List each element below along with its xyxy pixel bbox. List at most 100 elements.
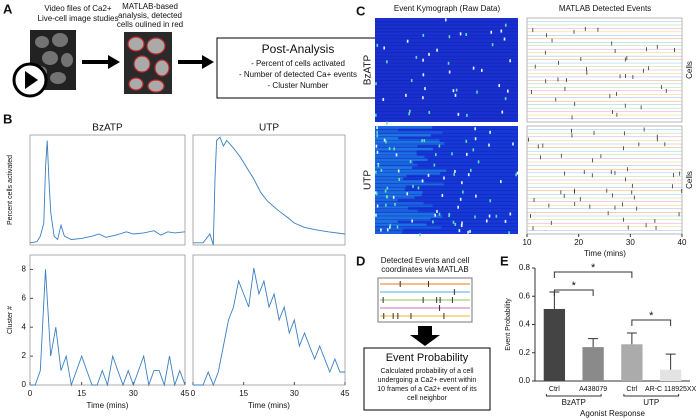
chart-title: BzATP [92, 123, 123, 134]
kymo-signal [375, 177, 404, 180]
event-probability-box [363, 347, 491, 411]
kymo-signal [375, 174, 407, 178]
kymo-event [507, 89, 509, 93]
kymo-event [383, 46, 385, 50]
kymo-signal [375, 158, 428, 162]
plot-frame [192, 134, 346, 246]
kymo-event [462, 190, 464, 194]
box-text: Calculated probability of a cell [381, 368, 474, 375]
kymo-signal [375, 136, 399, 140]
kymo-event [448, 35, 451, 39]
kymo-event [376, 150, 379, 154]
kymo-signal [375, 225, 442, 229]
kymo-event [436, 209, 438, 213]
kymo-event [485, 219, 488, 223]
kymo-event [474, 215, 476, 219]
kymo-signal [375, 144, 418, 148]
kymo-event [385, 140, 387, 144]
kymo-title: Event Kymograph (Raw Data) [394, 4, 501, 13]
error-bar [665, 353, 676, 370]
kymo-event [406, 39, 409, 43]
x-tick-label: AR-C 118925XX [645, 386, 697, 393]
row-label: BzATP [363, 54, 374, 85]
kymo-event [491, 43, 494, 47]
kymo-event [489, 199, 492, 203]
x-tick-label: Ctrl [626, 386, 637, 393]
kymo-event [500, 29, 503, 33]
kymo-event [376, 126, 378, 130]
caption: Live-cell image studies [38, 14, 119, 23]
kymo-event [421, 139, 423, 143]
kymo-signal [375, 204, 433, 207]
kymo-signal [375, 166, 413, 170]
kymo-event [516, 171, 519, 175]
y-axis-label: Event Probability [505, 298, 512, 351]
kymo-signal [375, 228, 404, 232]
arrow-head [202, 55, 214, 69]
kymo-event [406, 192, 409, 196]
kymo-event [495, 214, 498, 218]
side-label: Cells [685, 171, 694, 189]
kymo-event [386, 121, 388, 125]
error-bar [626, 332, 637, 345]
kymo-event [465, 139, 468, 143]
annotation: * [572, 280, 577, 292]
kymo-event [436, 48, 438, 52]
y-tick-label: 0.4 [519, 320, 531, 329]
kymo-event [423, 139, 426, 143]
play-icon [25, 71, 38, 89]
plot-frame [29, 254, 186, 386]
annotation: * [591, 262, 596, 274]
kymo-event [386, 60, 388, 64]
kymo-event [396, 225, 399, 229]
kymo-event [489, 130, 491, 134]
x-tick-label: 0 [28, 389, 33, 398]
kymo-signal [375, 212, 436, 216]
kymo-event [454, 169, 456, 173]
kymo-event [376, 192, 378, 196]
kymo-signal [375, 215, 443, 218]
chart-title: UTP [259, 123, 279, 134]
kymo-event [422, 58, 424, 62]
kymo-event [465, 152, 468, 156]
kymo-event [389, 223, 392, 227]
kymo-signal [375, 201, 424, 205]
kymo-event [461, 221, 463, 225]
kymo-event [474, 127, 477, 131]
kymo-event [444, 18, 447, 22]
kymo-event [377, 164, 380, 168]
box-item: - Cluster Number [268, 81, 329, 90]
arrow-head [108, 55, 120, 69]
bar [659, 369, 682, 381]
kymo-event [457, 112, 460, 116]
kymo-event [475, 194, 477, 198]
kymo-event [415, 55, 418, 59]
kymo-event [434, 213, 437, 217]
data-line [193, 267, 345, 387]
kymo-event [441, 193, 444, 197]
group-bracket [623, 394, 680, 397]
plot-frame [29, 134, 186, 246]
kymo-signal [375, 163, 418, 167]
group-bracket [545, 394, 602, 397]
x-tick-label: 0 [191, 389, 196, 398]
y-tick-label: 0.0 [519, 376, 531, 385]
kymo-event [389, 225, 391, 229]
kymo-event [392, 195, 395, 199]
y-tick-label: 0 [22, 380, 27, 389]
significance-bracket [631, 319, 672, 326]
kymo-event [500, 180, 502, 184]
kymo-event [375, 82, 377, 86]
kymo-event [384, 189, 387, 193]
kymo-event [409, 109, 411, 113]
kymo-event [504, 219, 507, 223]
kymo-event [451, 152, 453, 156]
caption: cells oulined in red [117, 20, 183, 29]
kymo-event [469, 229, 471, 233]
kymo-event [488, 214, 491, 218]
kymo-event [457, 205, 459, 209]
kymo-event [386, 186, 389, 190]
kymo-event [375, 144, 378, 148]
kymo-event [504, 23, 507, 27]
